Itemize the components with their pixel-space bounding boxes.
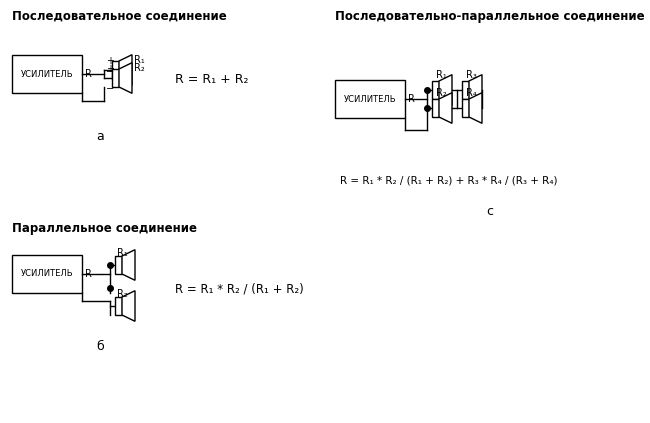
Text: УСИЛИТЕЛЬ: УСИЛИТЕЛЬ [21, 269, 73, 278]
Text: Последовательное соединение: Последовательное соединение [12, 10, 227, 23]
Text: a: a [96, 130, 104, 143]
Text: УСИЛИТЕЛЬ: УСИЛИТЕЛЬ [344, 94, 396, 104]
Polygon shape [122, 291, 135, 321]
Bar [12, 55, 82, 93]
Text: R = R₁ + R₂: R = R₁ + R₂ [175, 72, 248, 85]
Bar [462, 99, 469, 117]
Text: +: + [106, 64, 114, 74]
Polygon shape [469, 75, 482, 105]
Bar [462, 81, 469, 99]
Bar [432, 81, 439, 99]
Text: c: c [486, 205, 493, 218]
Text: R₃: R₃ [466, 70, 477, 80]
Text: Последовательно-параллельное соединение: Последовательно-параллельное соединение [335, 10, 645, 23]
Polygon shape [119, 55, 132, 85]
Text: −: − [106, 67, 114, 77]
Text: УСИЛИТЕЛЬ: УСИЛИТЕЛЬ [21, 69, 73, 79]
Text: R: R [85, 69, 92, 79]
Text: R = R₁ * R₂ / (R₁ + R₂): R = R₁ * R₂ / (R₁ + R₂) [175, 283, 304, 296]
Polygon shape [439, 93, 452, 123]
Text: R₂: R₂ [134, 63, 145, 73]
Bar [112, 61, 119, 79]
Text: R: R [408, 94, 415, 104]
Bar [115, 256, 122, 274]
Bar [115, 297, 122, 315]
Text: R₁: R₁ [117, 248, 128, 258]
Text: −: − [106, 84, 114, 94]
Bar [12, 255, 82, 293]
Text: R₁: R₁ [134, 55, 145, 65]
Bar [335, 80, 405, 118]
Polygon shape [439, 75, 452, 105]
Text: R₄: R₄ [466, 88, 476, 98]
Text: R = R₁ * R₂ / (R₁ + R₂) + R₃ * R₄ / (R₃ + R₄): R = R₁ * R₂ / (R₁ + R₂) + R₃ * R₄ / (R₃ … [340, 175, 558, 185]
Text: R₂: R₂ [117, 289, 128, 299]
Bar [112, 69, 119, 87]
Polygon shape [119, 63, 132, 93]
Text: Параллельное соединение: Параллельное соединение [12, 222, 197, 235]
Text: +: + [106, 56, 114, 66]
Text: R₁: R₁ [436, 70, 447, 80]
Bar [432, 99, 439, 117]
Text: R: R [85, 269, 92, 279]
Text: б: б [96, 340, 104, 353]
Polygon shape [469, 93, 482, 123]
Text: R₂: R₂ [436, 88, 447, 98]
Polygon shape [122, 250, 135, 280]
